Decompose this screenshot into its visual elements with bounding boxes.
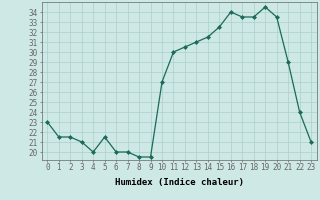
X-axis label: Humidex (Indice chaleur): Humidex (Indice chaleur): [115, 178, 244, 187]
